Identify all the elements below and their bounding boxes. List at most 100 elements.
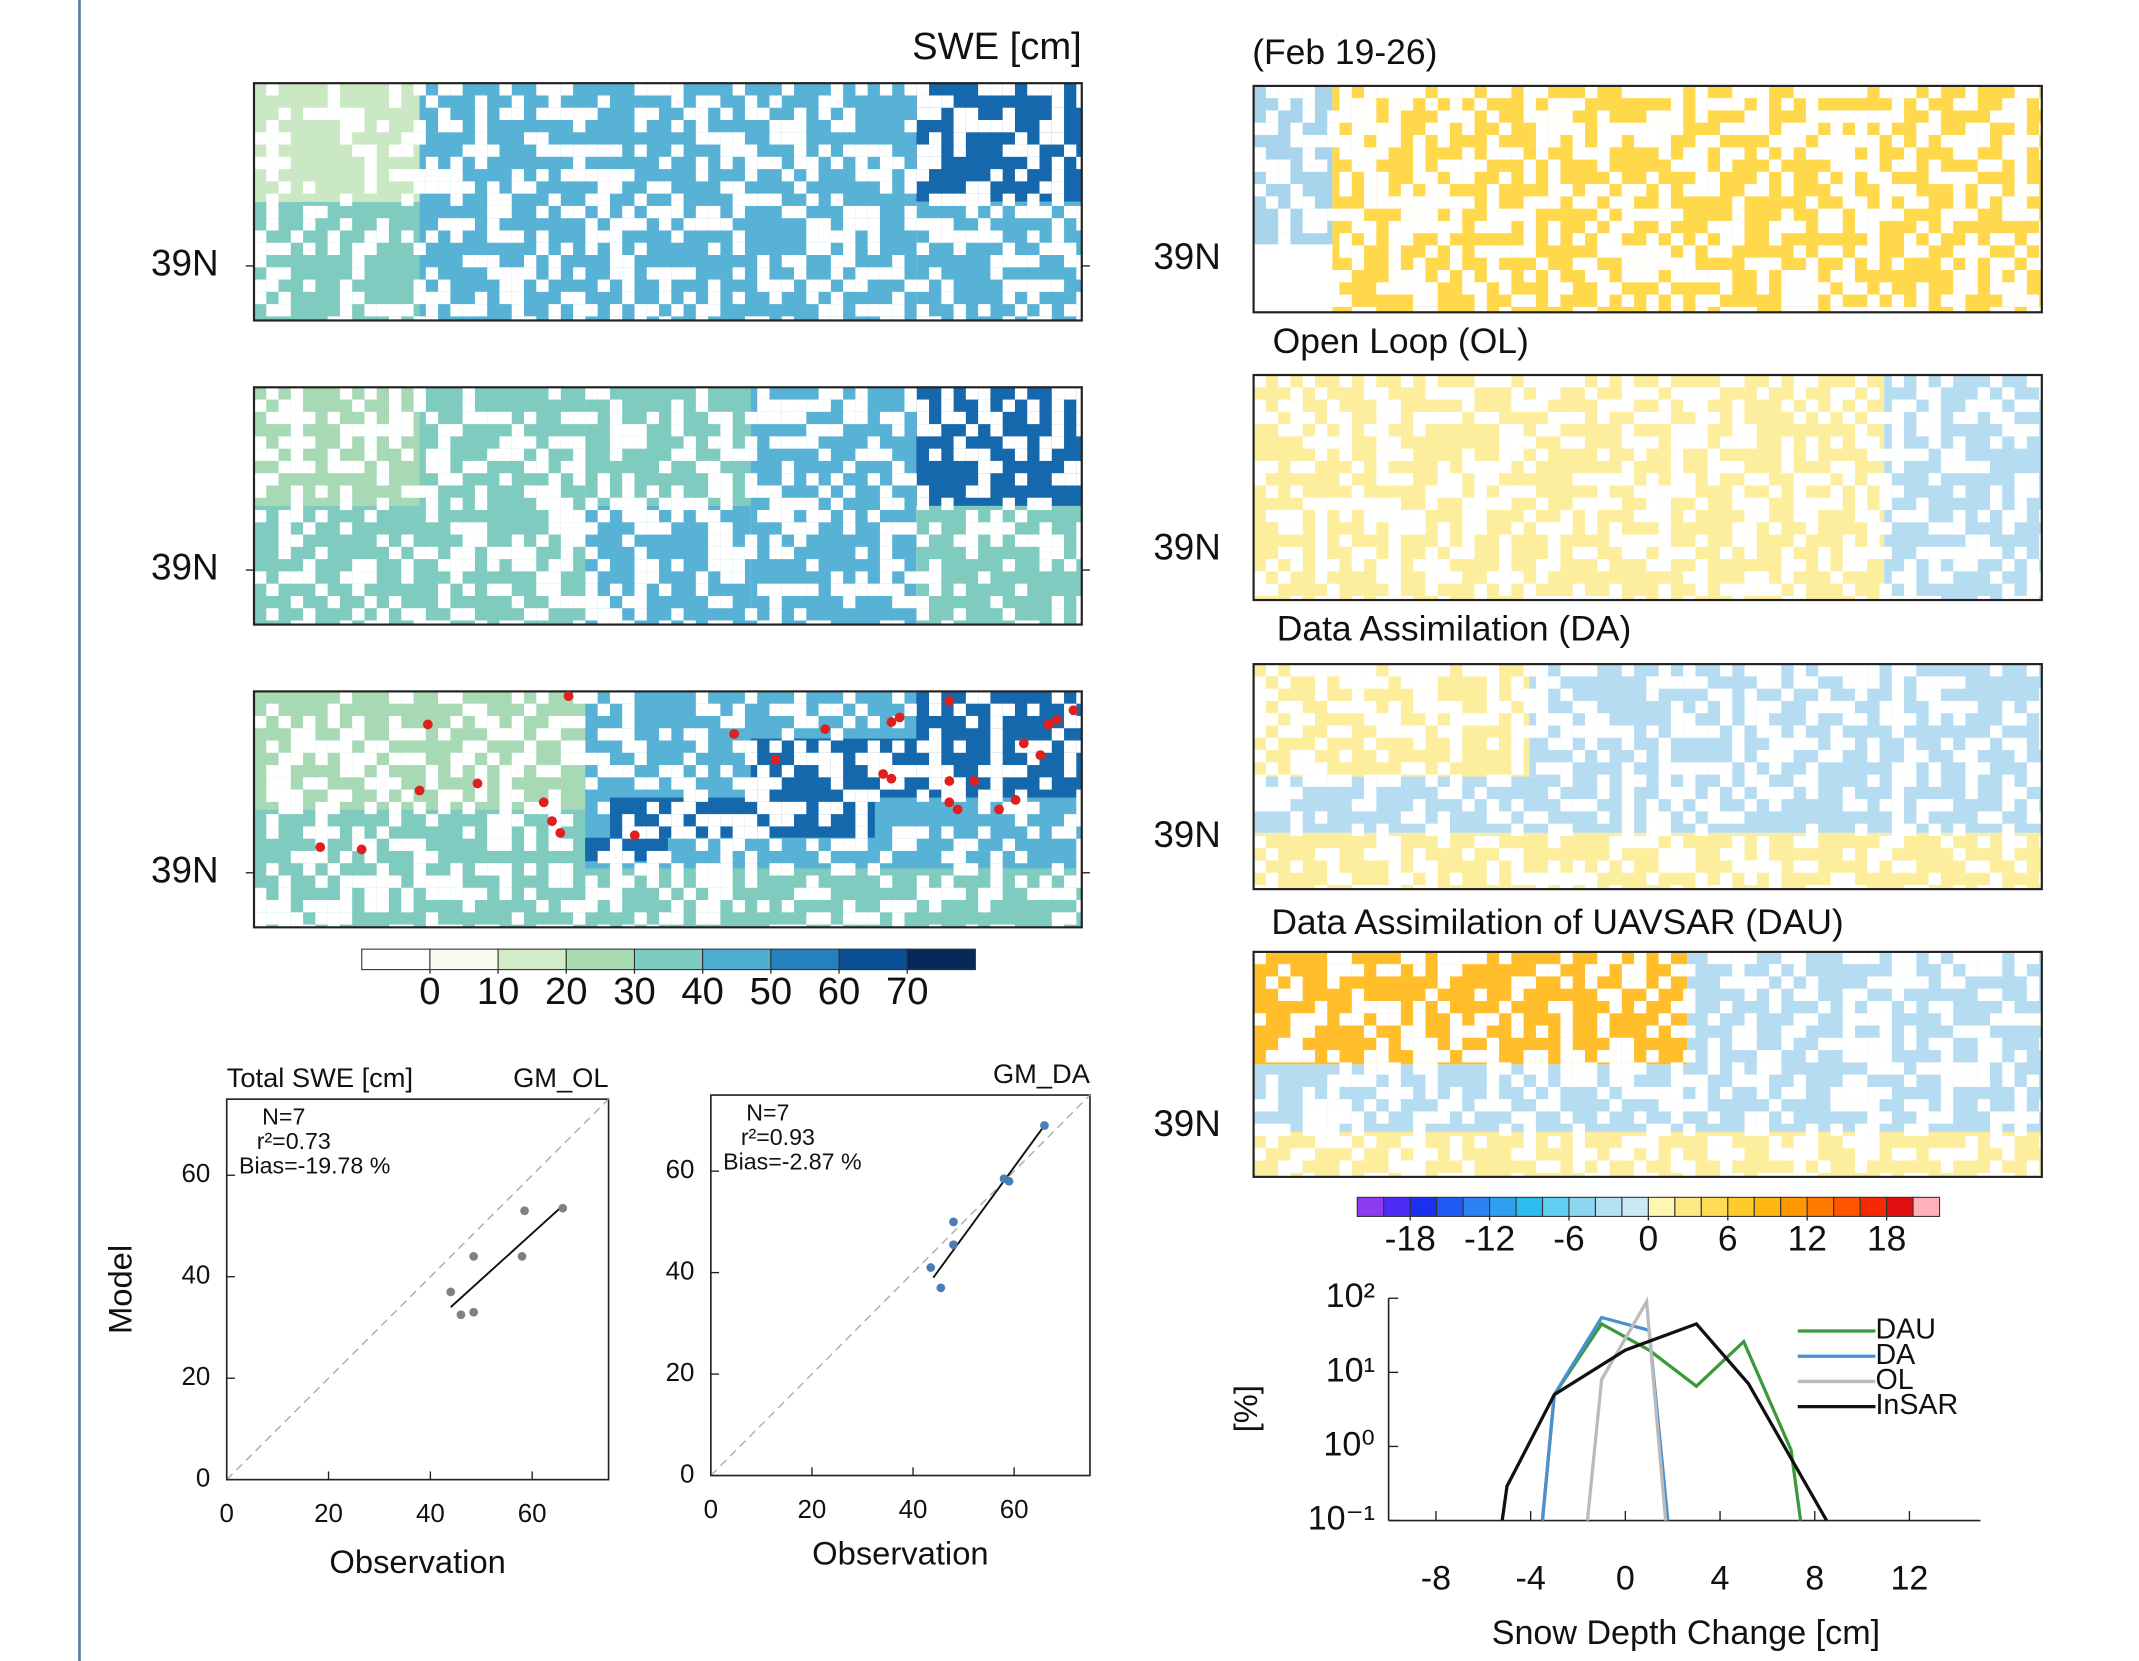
map-no-snow-cell (463, 559, 475, 571)
map-no-snow-cell (1941, 449, 1953, 461)
map-no-snow-cell (340, 691, 352, 703)
map-no-snow-cell (1487, 861, 1499, 873)
map-no-snow-cell (966, 535, 978, 547)
map-no-snow-cell (1622, 535, 1634, 547)
map-no-snow-cell (671, 412, 683, 424)
map-no-snow-cell (2015, 713, 2027, 725)
map-no-snow-cell (1745, 510, 1757, 522)
map-no-snow-cell (1965, 233, 1977, 245)
map-no-snow-cell (1732, 750, 1744, 762)
map-no-snow-cell (1303, 461, 1315, 473)
map-no-snow-cell (1340, 412, 1352, 424)
map-no-snow-cell (1695, 799, 1707, 811)
map-no-snow-cell (364, 157, 376, 169)
map-no-snow-cell (1389, 86, 1401, 98)
map-no-snow-cell (1064, 473, 1076, 485)
map-no-snow-cell (1610, 245, 1622, 257)
map-no-snow-cell (1720, 375, 1732, 387)
map-no-snow-cell (1683, 811, 1695, 823)
map-no-snow-cell (1278, 400, 1290, 412)
map-no-snow-cell (389, 753, 401, 765)
map-no-snow-cell (585, 194, 597, 206)
map-no-snow-cell (831, 753, 843, 765)
map-no-snow-cell (1352, 989, 1364, 1001)
map-no-snow-cell (794, 753, 806, 765)
map-no-snow-cell (745, 95, 757, 107)
map-no-snow-cell (892, 473, 904, 485)
map-no-snow-cell (1781, 976, 1793, 988)
map-no-snow-cell (622, 292, 634, 304)
map-no-snow-cell (561, 510, 573, 522)
map-no-snow-cell (1769, 1136, 1781, 1148)
map-no-snow-cell (855, 304, 867, 316)
map-no-snow-cell (1499, 147, 1511, 159)
map-no-snow-cell (1585, 86, 1597, 98)
map-no-snow-cell (1978, 964, 1990, 976)
station-marker (423, 720, 433, 730)
map-no-snow-cell (880, 449, 892, 461)
map-no-snow-cell (414, 728, 426, 740)
map-no-snow-cell (1536, 559, 1548, 571)
colorbar-box (1728, 1197, 1754, 1216)
map-no-snow-cell (2002, 522, 2014, 534)
map-no-snow-cell (1867, 412, 1879, 424)
map-no-snow-cell (622, 510, 634, 522)
map-no-snow-cell (1794, 498, 1806, 510)
map-no-snow-cell (708, 888, 720, 900)
map-no-snow-cell (1340, 1013, 1352, 1025)
map-no-snow-cell (1327, 1087, 1339, 1099)
map-no-snow-cell (1438, 473, 1450, 485)
map-no-snow-cell (1659, 135, 1671, 147)
map-no-snow-cell (880, 522, 892, 534)
map-no-snow-cell (868, 169, 880, 181)
map-no-snow-cell (279, 181, 291, 193)
map-no-snow-cell (1720, 701, 1732, 713)
map-no-snow-cell (475, 120, 487, 132)
map-no-snow-cell (1499, 559, 1511, 571)
map-no-snow-cell (1720, 221, 1732, 233)
map-no-snow-cell (573, 740, 585, 752)
map-no-snow-cell (1290, 1161, 1302, 1173)
map-no-snow-cell (1389, 1062, 1401, 1074)
map-no-snow-cell (929, 157, 941, 169)
colorbar-tick-label: 0 (419, 970, 440, 1013)
map-no-snow-cell (573, 267, 585, 279)
map-no-snow-cell (585, 522, 597, 534)
map-no-snow-cell (1438, 1050, 1450, 1062)
map-no-snow-cell (745, 485, 757, 497)
map-no-snow-cell (1597, 1161, 1609, 1173)
y-tick-label: 20 (666, 1359, 695, 1387)
map-no-snow-cell (1425, 873, 1437, 885)
map-no-snow-cell (1941, 1087, 1953, 1099)
map-no-snow-cell (2027, 664, 2039, 676)
map-no-snow-cell (414, 132, 426, 144)
map-no-snow-cell (1450, 1087, 1462, 1099)
map-no-snow-cell (1560, 1050, 1572, 1062)
map-no-snow-cell (831, 777, 843, 789)
map-no-snow-cell (917, 765, 929, 777)
map-no-snow-cell (1376, 400, 1388, 412)
map-no-snow-cell (438, 120, 450, 132)
map-no-snow-cell (1892, 412, 1904, 424)
map-no-snow-cell (1953, 147, 1965, 159)
map-no-snow-cell (769, 157, 781, 169)
map-no-snow-cell (1389, 964, 1401, 976)
map-no-snow-cell (1634, 535, 1646, 547)
map-no-snow-cell (843, 280, 855, 292)
map-no-snow-cell (1695, 295, 1707, 307)
map-no-snow-cell (806, 424, 818, 436)
map-no-snow-cell (1671, 1001, 1683, 1013)
map-no-snow-cell (1536, 424, 1548, 436)
map-no-snow-cell (1953, 676, 1965, 688)
map-no-snow-cell (1830, 184, 1842, 196)
map-no-snow-cell (990, 790, 1002, 802)
map-no-snow-cell (438, 169, 450, 181)
map-no-snow-cell (1290, 1013, 1302, 1025)
map-no-snow-cell (1027, 157, 1039, 169)
map-no-snow-cell (1364, 522, 1376, 534)
map-no-snow-cell (1254, 1013, 1266, 1025)
map-no-snow-cell (414, 753, 426, 765)
map-no-snow-cell (328, 740, 340, 752)
colorbar-box (566, 949, 634, 969)
map-no-snow-cell (1843, 461, 1855, 473)
